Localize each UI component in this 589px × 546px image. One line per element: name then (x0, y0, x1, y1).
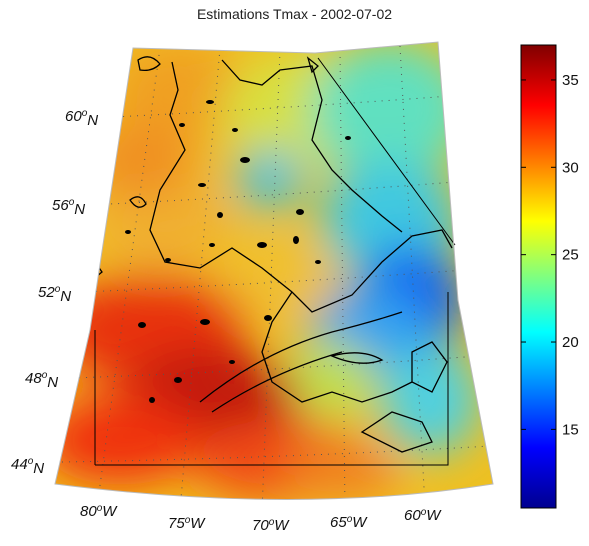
longitude-labels: 80oW 75oW 70oW 65oW 60oW (80, 503, 442, 534)
lat-label-52: 52oN (38, 284, 71, 305)
lat-label-60: 60oN (65, 108, 98, 129)
map-title: Estimations Tmax - 2002-07-02 (196, 6, 393, 22)
lakes (125, 100, 351, 403)
lat-label-44: 44oN (11, 456, 44, 477)
temperature-field (55, 42, 493, 500)
lat-label-48: 48oN (25, 370, 58, 391)
colorbar: 15 20 25 30 35 (520, 44, 579, 509)
colorbar-tick-label: 25 (562, 247, 579, 264)
lat-label-56: 56oN (52, 197, 85, 218)
graticule (61, 45, 491, 500)
lon-label-75: 75oW (168, 515, 206, 532)
latitude-labels: 60oN 56oN 52oN 48oN 44oN (11, 108, 98, 477)
coastlines (91, 56, 453, 453)
lon-label-65: 65oW (330, 514, 368, 531)
colorbar-ticks: 15 20 25 30 35 (521, 72, 579, 438)
colorbar-tick-label: 30 (562, 159, 579, 176)
map-boundary (54, 41, 494, 500)
lon-label-60: 60oW (404, 507, 442, 524)
domain-box (94, 57, 456, 466)
colorbar-tick-label: 20 (562, 334, 579, 351)
lon-label-80: 80oW (80, 503, 118, 520)
colorbar-tick-label: 15 (562, 421, 579, 438)
lon-label-70: 70oW (252, 517, 290, 534)
colorbar-gradient (520, 44, 557, 509)
colorbar-tick-label: 35 (562, 72, 579, 89)
